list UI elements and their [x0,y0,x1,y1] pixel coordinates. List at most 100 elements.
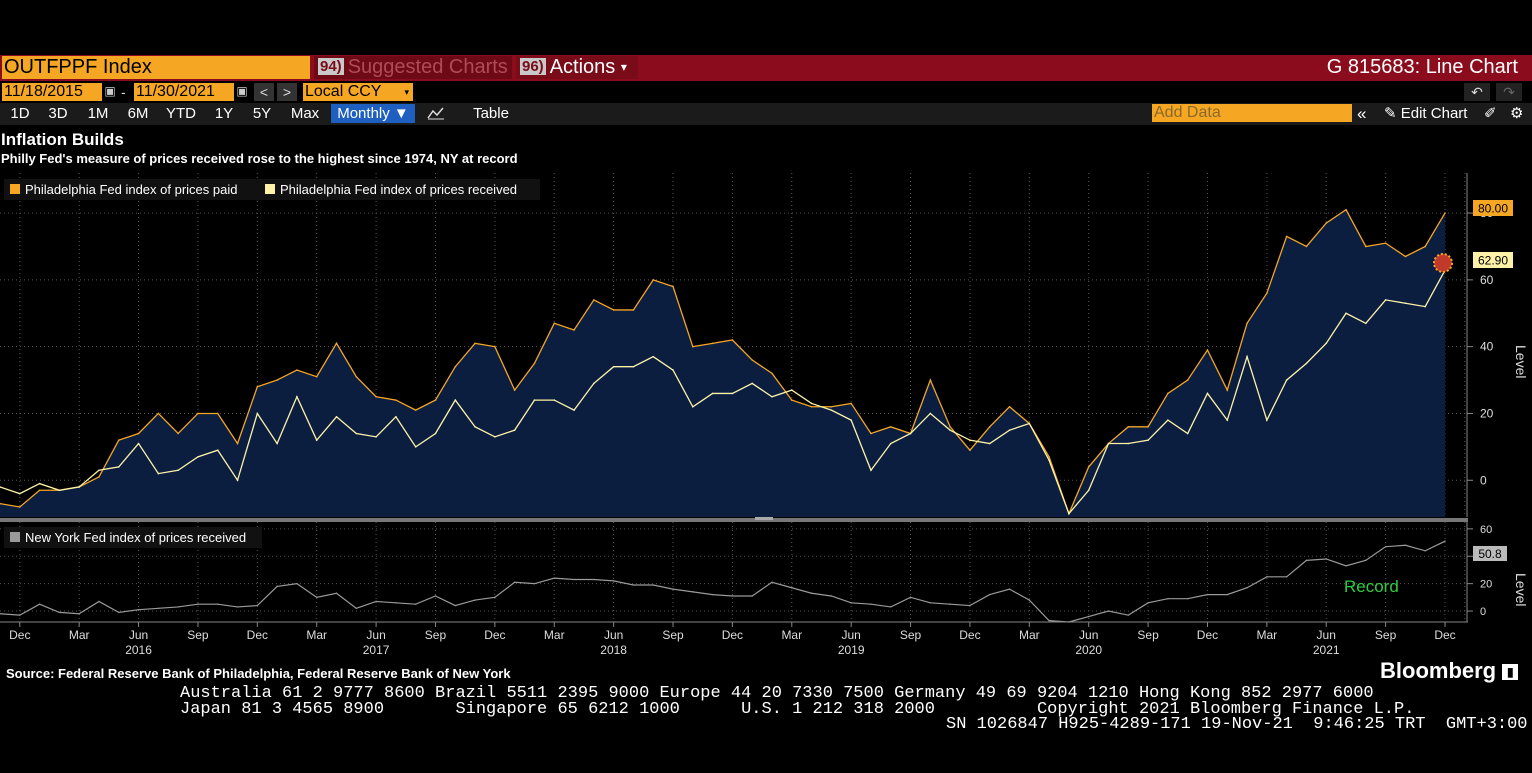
ny-fed-prices-received-point [0,613,1,615]
undo-button[interactable]: ↶ [1464,83,1490,101]
prices-received-point [1107,442,1110,445]
prices-received-point [216,449,219,452]
prices-paid-point [276,379,278,381]
x-year-label: 2021 [1313,643,1340,657]
x-year-label: 2017 [363,643,390,657]
prices-received-point [78,486,80,488]
ny-fed-prices-received-point [890,606,892,608]
ny-fed-prices-received-point [19,614,21,616]
prices-received-point [612,365,615,368]
frequency-select[interactable]: Monthly ▼ [331,104,415,123]
upper-y-ticks: 020406080 [1467,206,1494,487]
x-tick-label: Mar [781,628,802,642]
prices-paid-point [731,339,734,341]
period-1d-button[interactable]: 1D [10,105,30,122]
divider-handle[interactable] [755,517,773,520]
x-tick-label: Dec [247,628,268,642]
gear-icon[interactable]: ⚙ [1510,105,1524,122]
ny-fed-prices-received-point [38,603,41,605]
ny-fed-prices-received-point [217,603,219,605]
x-tick-label: Mar [1257,628,1278,642]
x-axis-labels: Dec Mar Jun Sep Dec Mar Jun Sep Dec Mar Jun Sep Dec M… [9,622,1456,657]
table-button[interactable]: Table [473,105,509,122]
x-tick-label: Dec [9,628,30,642]
redo-button[interactable]: ↷ [1496,83,1522,101]
prices-received-point [454,399,457,401]
period-5y-button[interactable]: 5Y [252,105,272,122]
ny-fed-prices-received-point [1266,576,1268,578]
chart-title: Inflation Builds [1,130,124,149]
prices-paid-point [1384,242,1387,244]
period-1m-button[interactable]: 1M [87,105,109,122]
collapse-icon[interactable]: « [1357,104,1367,123]
ny-fed-prices-received-point [78,613,80,615]
x-year-label: 2019 [838,643,865,657]
add-data-input[interactable]: Add Data [1152,104,1352,122]
ny-fed-prices-received-point [1345,565,1347,567]
next-period-button[interactable]: > [277,83,297,101]
record-annotation: Record [1344,577,1399,596]
period-1y-button[interactable]: 1Y [214,105,234,122]
edit-chart-label: Edit Chart [1400,105,1468,122]
end-date-input[interactable]: 11/30/2021 [134,83,234,101]
period-max-button[interactable]: Max [290,105,320,122]
current-point-marker[interactable] [1433,253,1453,273]
ticker-input[interactable]: OUTFPPF Index [2,56,310,79]
footer-session-line: SN 1026847 H925-4289-171 19-Nov-21 9:46:… [946,715,1528,734]
suggested-charts-button[interactable]: 94) Suggested Charts [314,56,512,79]
ny-fed-prices-received-point [870,603,872,605]
y-tick-label: 40 [1480,340,1494,354]
ny-fed-prices-received-point [414,603,417,605]
y-tick-label: 60 [1480,524,1492,536]
previous-period-button[interactable]: < [254,83,274,101]
calendar-icon[interactable]: ▣ [236,84,248,98]
actions-button[interactable]: 96) Actions ▾ [516,56,638,79]
ny-fed-prices-received-point [355,607,358,610]
calendar-icon[interactable]: ▣ [104,84,116,98]
x-tick-label: Mar [306,628,327,642]
x-year-label: 2020 [1075,643,1102,657]
upper-area-group [0,209,1445,518]
prices-paid-point [929,379,932,381]
ny-fed-prices-received-point [434,595,437,597]
prices-paid-point [573,329,575,331]
annotate-icon[interactable]: ✐ [1484,105,1497,122]
line-chart-icon[interactable] [424,104,448,123]
edit-chart-button[interactable]: ✎ Edit Chart [1384,104,1467,123]
ny-fed-prices-received-point [157,607,160,610]
prices-paid-point [474,342,476,345]
ny-fed-prices-received-point [316,596,318,599]
start-date-input[interactable]: 11/18/2015 [2,83,102,101]
period-6m-button[interactable]: 6M [127,105,149,122]
footer-contacts-line-2: Japan 81 3 4565 8900 Singapore 65 6212 1… [180,700,1415,719]
prices-paid-point [335,342,338,345]
prices-received-point [1206,392,1209,395]
x-tick-label: Jun [604,628,623,642]
prices-paid-point [296,369,298,371]
prices-paid-point [315,375,318,378]
prices-paid-point [1404,255,1407,258]
prices-paid-point [1365,245,1367,248]
ny-fed-prices-received-point [533,582,536,585]
prices-received-point [38,482,41,485]
prices-received-point [335,416,338,418]
lower-series-lines [0,540,1446,623]
prices-paid-point [1226,389,1229,391]
x-tick-label: Sep [900,628,922,642]
prices-received-point [988,442,991,445]
ny-fed-prices-received-point [1444,540,1446,542]
panel-divider[interactable] [0,518,1468,522]
period-ytd-button[interactable]: YTD [166,105,196,122]
prices-received-point [1285,379,1288,381]
period-3d-button[interactable]: 3D [48,105,68,122]
ny-fed-prices-received-point [1147,602,1149,604]
last-value-tag-ny-fed [1473,546,1507,561]
currency-select[interactable]: Local CCY ▾ [303,83,413,101]
pencil-icon: ✎ [1384,105,1397,122]
chart-subtitle: Philly Fed's measure of prices received … [1,151,518,166]
ny-fed-prices-received-point [1008,588,1011,590]
y-tick-label: 20 [1480,406,1494,420]
ny-fed-prices-received-point [1087,615,1090,618]
ny-fed-prices-received-point [1226,593,1228,596]
prices-paid-point [494,345,496,348]
